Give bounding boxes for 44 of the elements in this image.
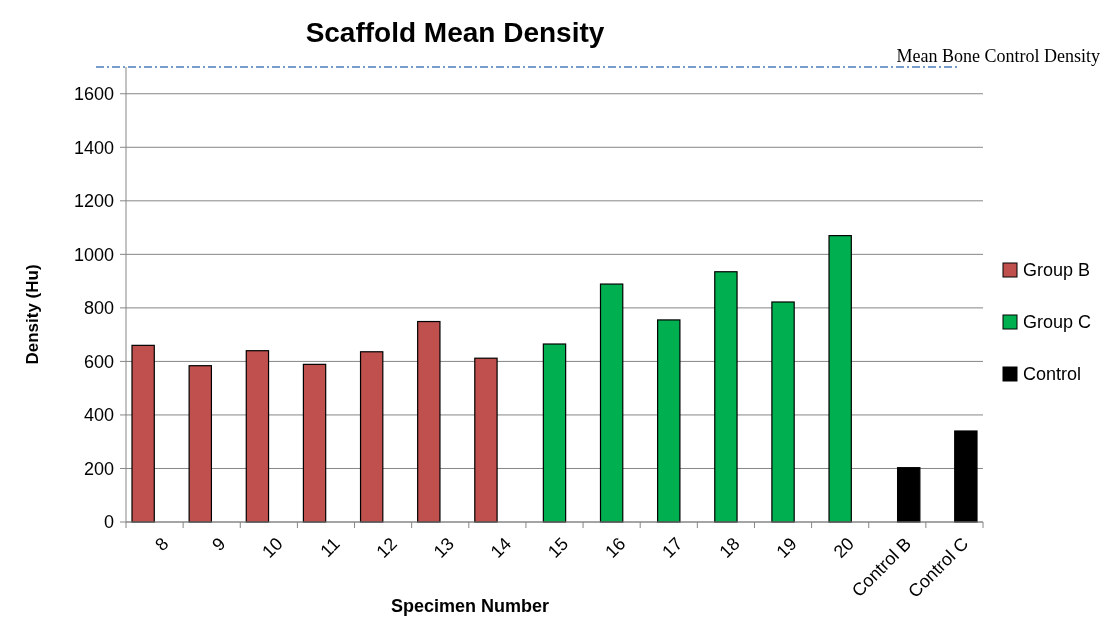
y-tick-label: 800 xyxy=(83,298,114,319)
bar xyxy=(771,301,795,523)
bar xyxy=(474,357,498,523)
x-tick-label: 14 xyxy=(486,533,516,562)
x-tick-label: 15 xyxy=(543,533,573,562)
x-tick-label: 10 xyxy=(258,533,287,562)
bar xyxy=(417,320,441,523)
bar xyxy=(542,343,567,523)
bar xyxy=(896,467,921,523)
y-tick-label: 1400 xyxy=(73,137,114,158)
y-tick-label: 400 xyxy=(83,405,114,426)
x-tick-label: 11 xyxy=(316,533,344,561)
y-tick-label: 600 xyxy=(83,351,114,372)
bar xyxy=(359,351,384,523)
ref-line-label: Mean Bone Control Density xyxy=(896,46,1100,66)
x-axis-title: Specimen Number xyxy=(390,596,550,616)
x-tick-label: 12 xyxy=(372,533,401,562)
y-tick-label: 1600 xyxy=(73,84,114,105)
x-tick-label: 9 xyxy=(208,533,230,555)
y-tick-label: 1200 xyxy=(73,191,114,212)
bar xyxy=(954,430,978,523)
bar xyxy=(828,235,852,523)
bar xyxy=(714,271,738,523)
x-tick-label: 20 xyxy=(829,533,858,562)
bar xyxy=(245,350,270,523)
bar xyxy=(188,365,213,523)
x-tick-label: 13 xyxy=(429,533,458,562)
legend-label: Control xyxy=(1023,364,1082,385)
bar xyxy=(302,363,327,523)
legend-label: Group B xyxy=(1023,260,1091,281)
bar xyxy=(657,319,681,523)
y-tick-label: 200 xyxy=(83,458,114,479)
bar xyxy=(599,283,624,523)
y-tick-label: 1000 xyxy=(73,244,114,265)
x-tick-label: 16 xyxy=(601,533,630,562)
bar xyxy=(131,344,155,523)
y-axis-title: Density (Hu) xyxy=(23,264,42,365)
x-tick-label: 8 xyxy=(151,533,173,555)
x-tick-label: 17 xyxy=(658,533,687,562)
chart-title: Scaffold Mean Density xyxy=(305,17,605,48)
y-tick-label: 0 xyxy=(103,512,114,533)
legend-label: Group C xyxy=(1023,312,1092,333)
x-tick-label: 19 xyxy=(772,533,801,562)
x-tick-label: 18 xyxy=(715,533,744,562)
